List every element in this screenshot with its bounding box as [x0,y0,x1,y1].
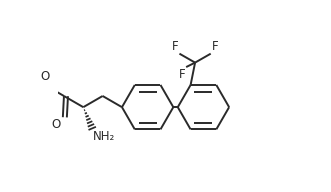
Text: F: F [212,40,218,53]
Text: O: O [41,70,50,83]
Text: F: F [178,68,185,81]
Text: NH₂: NH₂ [93,130,116,143]
Text: F: F [172,40,178,53]
Text: O: O [51,118,60,131]
